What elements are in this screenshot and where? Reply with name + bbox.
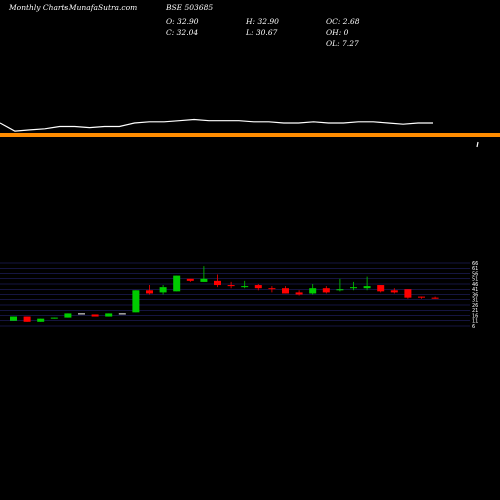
candle-body [390, 290, 398, 293]
chart-title-left: Monthly Charts [9, 3, 69, 12]
band-marker [476, 141, 479, 148]
symbol-label: BSE 503685 [166, 3, 214, 12]
candle-body [418, 296, 425, 298]
candle-body [173, 275, 181, 292]
candle-body [336, 289, 344, 291]
candle-body [309, 288, 317, 294]
candle-body [186, 278, 194, 281]
candle-body [78, 313, 85, 315]
candle-body [159, 287, 167, 293]
candle-body [105, 313, 113, 317]
candle-body [37, 318, 45, 322]
candle-body [23, 316, 31, 322]
candle-body [363, 286, 371, 289]
y-tick-label: 61 [472, 266, 478, 272]
y-tick-label: 31 [472, 298, 478, 304]
candle-body [241, 286, 249, 288]
candle-body [214, 280, 221, 286]
y-tick-label: 41 [472, 287, 478, 293]
open-value: O: 32.90 [166, 17, 199, 26]
candle-body [377, 285, 385, 292]
candle-body [322, 288, 330, 293]
ol-value: OL: 7.27 [326, 39, 359, 48]
candle-body [146, 290, 153, 294]
y-tick-label: 6 [472, 324, 475, 330]
oc-value: OC: 2.68 [326, 17, 360, 26]
y-tick-label: 16 [472, 313, 478, 319]
y-tick-label: 21 [472, 308, 478, 314]
y-tick-label: 11 [472, 319, 478, 325]
y-tick-label: 56 [472, 271, 478, 277]
site-label: - MunafaSutra.com [64, 3, 138, 12]
candle-body [404, 289, 412, 298]
y-tick-label: 51 [472, 277, 478, 283]
y-tick-label: 66 [472, 261, 478, 267]
close-value: C: 32.04 [166, 28, 199, 37]
y-tick-label: 46 [472, 282, 478, 288]
candle-body [64, 313, 72, 318]
oh-value: OH: 0 [326, 28, 349, 37]
low-value: L: 30.67 [246, 28, 278, 37]
candle-body [10, 316, 17, 321]
candles [10, 266, 439, 322]
candle-body [282, 288, 289, 294]
candle-body [227, 285, 235, 287]
candle-body [132, 290, 140, 313]
y-tick-label: 36 [472, 292, 478, 298]
candle-body [254, 285, 262, 289]
y-tick-label: 26 [472, 303, 478, 309]
candle-body [431, 297, 439, 299]
upper-line [0, 118, 433, 132]
candle-body [350, 287, 357, 289]
candle-body [268, 288, 276, 290]
upper-panel [0, 118, 500, 148]
candle-body [118, 313, 126, 315]
candle-body [50, 317, 58, 319]
high-value: H: 32.90 [246, 17, 279, 26]
candle-body [200, 278, 208, 282]
grid-lines [0, 262, 470, 327]
orange-band [0, 133, 500, 137]
candle-body [91, 314, 99, 317]
candle-body [295, 292, 303, 295]
